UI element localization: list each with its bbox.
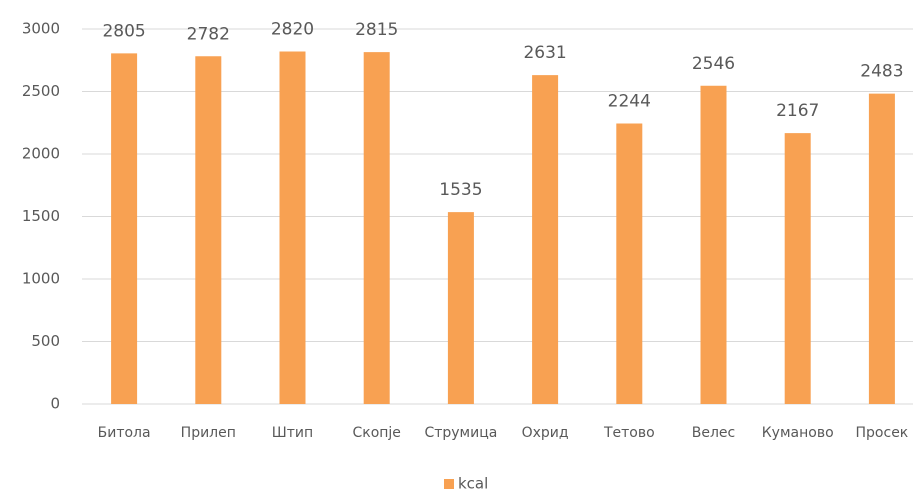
bar xyxy=(279,51,306,404)
data-label: 2820 xyxy=(271,20,314,40)
data-label: 1535 xyxy=(439,180,482,200)
bar xyxy=(700,85,727,404)
x-tick-label: Охрид xyxy=(522,425,569,441)
y-tick-label: 500 xyxy=(31,332,60,350)
data-label: 2167 xyxy=(776,101,819,121)
legend-swatch xyxy=(444,479,454,489)
bar xyxy=(363,52,390,404)
bar xyxy=(784,133,811,404)
data-label: 2782 xyxy=(187,24,230,44)
y-tick-label: 3000 xyxy=(22,20,60,38)
y-tick-label: 0 xyxy=(50,395,60,413)
data-label: 2244 xyxy=(608,92,651,112)
x-tick-label: Куманово xyxy=(762,425,834,441)
data-label: 2805 xyxy=(102,21,145,41)
bar xyxy=(447,212,474,404)
x-tick-label: Штип xyxy=(272,425,313,441)
legend-label: kcal xyxy=(458,475,488,492)
x-tick-label: Велес xyxy=(692,425,735,441)
x-tick-label: Скопје xyxy=(352,425,400,441)
data-label: 2815 xyxy=(355,20,398,40)
x-tick-label: Просек xyxy=(856,425,909,441)
bar xyxy=(195,56,222,404)
bar xyxy=(868,93,895,404)
x-tick-label: Битола xyxy=(98,425,151,441)
x-tick-label: Струмица xyxy=(424,425,497,441)
y-tick-label: 1000 xyxy=(22,270,60,288)
y-tick-label: 1500 xyxy=(22,207,60,225)
x-tick-label: Прилеп xyxy=(181,425,236,441)
data-label: 2631 xyxy=(523,43,566,63)
bar xyxy=(532,75,559,404)
bar xyxy=(616,123,643,404)
y-tick-label: 2500 xyxy=(22,82,60,100)
data-label: 2546 xyxy=(692,54,735,74)
y-tick-label: 2000 xyxy=(22,145,60,163)
data-label: 2483 xyxy=(860,62,903,82)
bar xyxy=(111,53,138,404)
x-tick-label: Тетово xyxy=(603,425,655,441)
